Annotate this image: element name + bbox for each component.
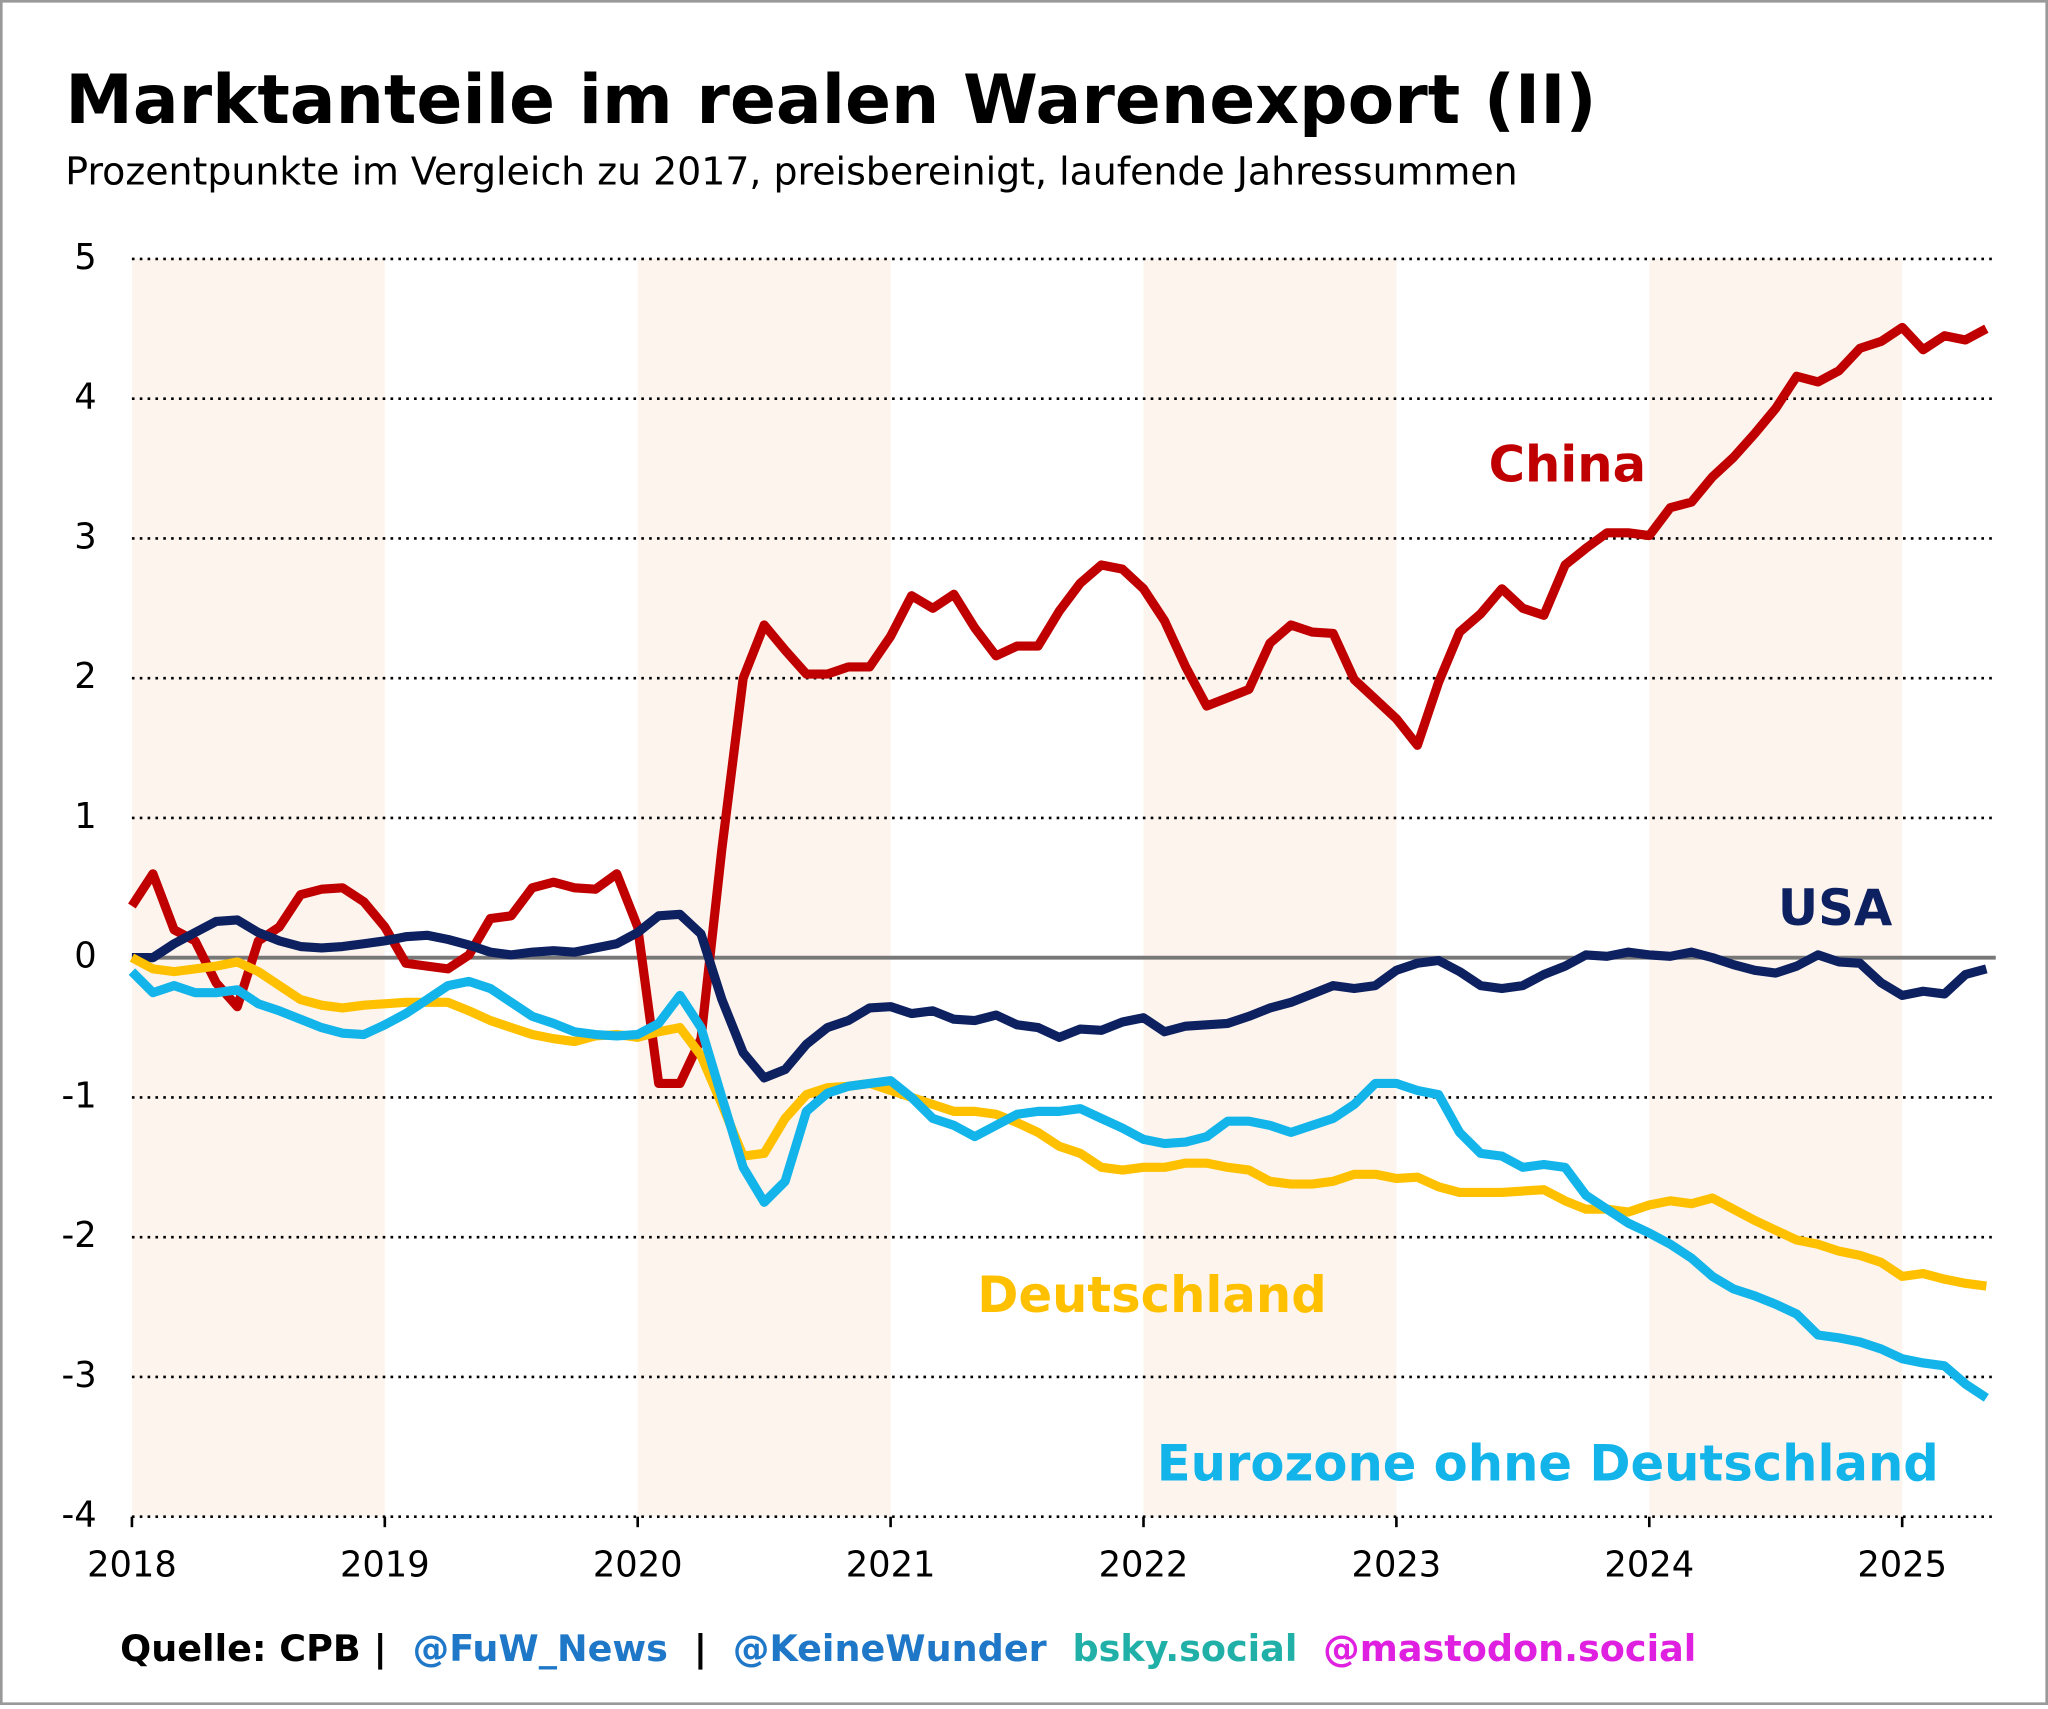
x-tick-label: 2024 (1604, 1544, 1694, 1585)
y-tick-label: 3 (74, 516, 96, 557)
x-tick-label: 2021 (846, 1544, 936, 1585)
footer-part: @FuW_News (413, 1627, 668, 1670)
series-line (129, 953, 1987, 1291)
bands (131, 258, 1903, 1517)
x-tick-label: 2020 (593, 1544, 683, 1585)
y-tick-label: -1 (61, 1075, 96, 1116)
x-tick-label: 2022 (1099, 1544, 1189, 1585)
x-tick-label: 2018 (87, 1544, 177, 1585)
series-label: USA (1778, 879, 1893, 937)
footer-part: bsky.social (1072, 1627, 1297, 1670)
footer: Quelle: CPB | @FuW_News | @KeineWunder b… (120, 1627, 1696, 1671)
series-label: Deutschland (977, 1266, 1326, 1324)
series-line (128, 322, 1989, 1088)
series-line (128, 968, 1989, 1402)
series-label: Eurozone ohne Deutschland (1157, 1435, 1939, 1493)
y-tick-label: -4 (61, 1495, 96, 1536)
footer-part: | (694, 1627, 707, 1671)
y-tick-label: 5 (74, 237, 96, 278)
footer-part: @mastodon.social (1323, 1627, 1696, 1670)
series-line (131, 909, 1988, 1083)
chart-title: Marktanteile im realen Warenexport (II) (65, 61, 1596, 140)
year-band (1143, 258, 1397, 1517)
series-label: China (1489, 436, 1647, 494)
y-tick-label: 1 (74, 796, 96, 837)
footer-part: @KeineWunder (733, 1627, 1047, 1670)
x-tick-label: 2023 (1352, 1544, 1442, 1585)
footer-part: Quelle: CPB | (120, 1627, 387, 1671)
y-tick-label: -2 (61, 1215, 96, 1256)
year-band (637, 258, 891, 1517)
y-tick-label: -3 (61, 1355, 96, 1396)
x-tick-label: 2019 (340, 1544, 430, 1585)
y-tick-label: 0 (74, 936, 96, 977)
y-tick-label: 2 (74, 656, 96, 697)
chart-subtitle: Prozentpunkte im Vergleich zu 2017, prei… (65, 149, 1517, 193)
y-tick-label: 4 (74, 377, 96, 418)
x-tick-label: 2025 (1857, 1544, 1947, 1585)
